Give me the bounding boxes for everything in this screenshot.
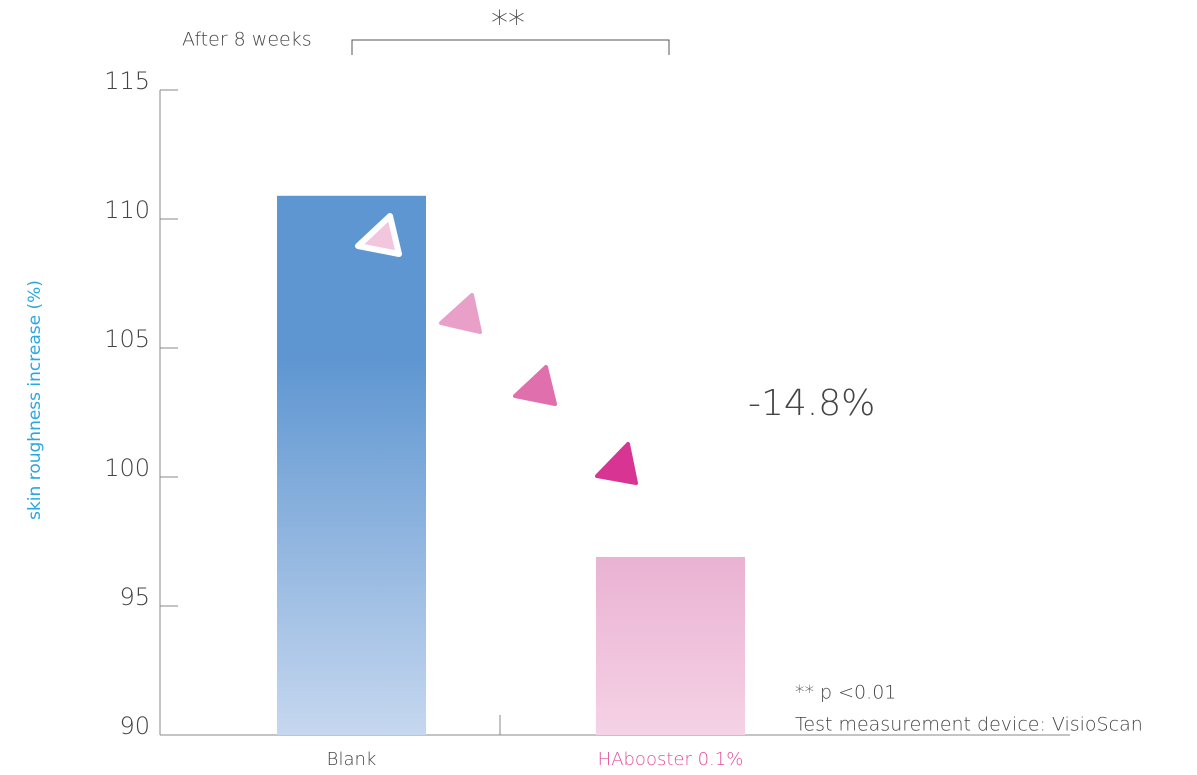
y-tick-label: 105 bbox=[104, 325, 150, 353]
y-tick-label: 95 bbox=[119, 583, 150, 611]
period-label: After 8 weeks bbox=[182, 29, 312, 51]
x-tick-label: HAbooster 0.1% bbox=[598, 749, 744, 770]
footnote: ** p <0.01 bbox=[795, 682, 896, 704]
y-tick-label: 110 bbox=[104, 196, 150, 224]
significance-bracket bbox=[351, 39, 670, 55]
footnote: Test measurement device: VisioScan bbox=[795, 714, 1143, 736]
bar bbox=[596, 556, 745, 735]
bar bbox=[277, 195, 426, 735]
y-tick-label: 115 bbox=[104, 67, 150, 95]
y-axis-label: skin roughness increase (%) bbox=[25, 280, 45, 520]
change-label: -14.8% bbox=[748, 383, 875, 424]
y-tick-label: 90 bbox=[119, 712, 150, 740]
arrows bbox=[355, 213, 638, 485]
y-tick-label: 100 bbox=[104, 454, 150, 482]
x-tick-label: Blank bbox=[327, 749, 377, 770]
significance-label: ** bbox=[491, 4, 525, 44]
plot: 90 95 100 105 110 115 Blank HAbooster 0.1% bbox=[104, 67, 1070, 770]
